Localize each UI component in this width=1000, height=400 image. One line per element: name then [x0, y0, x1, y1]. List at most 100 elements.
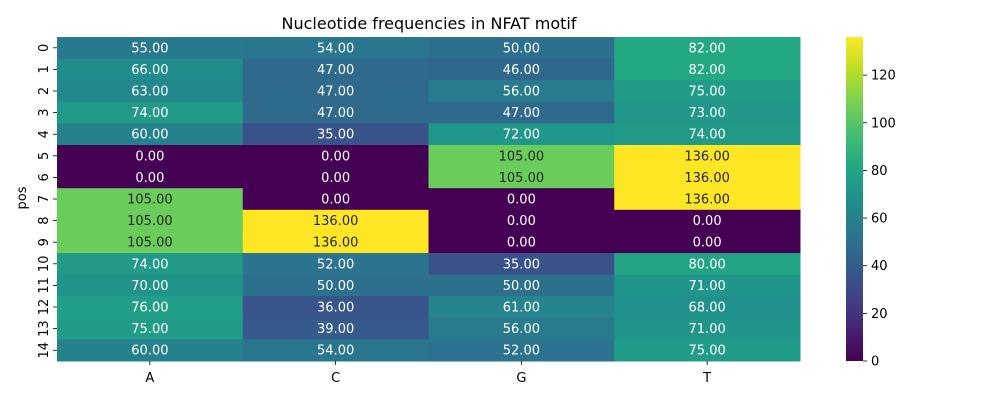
heatmap-cell-label: 0.00 [321, 149, 350, 164]
heatmap-cell-label: 105.00 [127, 236, 173, 251]
chart-title: Nucleotide frequencies in NFAT motif [282, 14, 577, 33]
heatmap-cell [57, 188, 244, 211]
heatmap-cell-label: 60.00 [131, 128, 168, 143]
heatmap-cell-label: 136.00 [313, 236, 359, 251]
heatmap-cell [614, 188, 801, 211]
heatmap-cell-label: 0.00 [693, 214, 722, 229]
heatmap-cell [614, 58, 801, 81]
heatmap-cell [428, 253, 615, 276]
heatmap-cell [57, 58, 244, 81]
heatmap-cell-label: 75.00 [131, 322, 168, 337]
heatmap-cell-label: 105.00 [499, 171, 545, 186]
heatmap-cell-label: 47.00 [317, 63, 354, 78]
heatmap-cell-label: 74.00 [131, 257, 168, 272]
heatmap-cell-label: 50.00 [317, 279, 354, 294]
heatmap-cell [242, 80, 429, 103]
heatmap-cell-label: 0.00 [321, 171, 350, 186]
colorbar-tick-label: 0 [871, 355, 879, 370]
heatmap-cell-label: 61.00 [503, 301, 540, 316]
heatmap-cell [614, 231, 801, 254]
heatmap-cell-label: 105.00 [127, 193, 173, 208]
y-tick-label: 6 [37, 173, 52, 181]
y-tick-label: 11 [37, 277, 52, 294]
heatmap-cell-label: 76.00 [131, 301, 168, 316]
colorbar-tick-label: 120 [871, 69, 896, 84]
heatmap-cell-label: 36.00 [317, 301, 354, 316]
heatmap-cell [614, 317, 801, 340]
heatmap-cell [614, 80, 801, 103]
heatmap-cell [242, 166, 429, 189]
heatmap-cell [57, 317, 244, 340]
heatmap-cell [614, 339, 801, 362]
heatmap-cell-label: 75.00 [689, 344, 726, 359]
colorbar-tick-label: 80 [871, 164, 888, 179]
y-tick-label: 0 [37, 44, 52, 52]
heatmap-cell-label: 0.00 [135, 171, 164, 186]
heatmap-cell-label: 82.00 [689, 63, 726, 78]
y-tick-label: 5 [37, 152, 52, 160]
heatmap-cell [242, 145, 429, 168]
heatmap-cell [57, 145, 244, 168]
heatmap-cell [242, 296, 429, 319]
colorbar-tick-label: 100 [871, 116, 896, 131]
heatmap-cell-label: 74.00 [689, 128, 726, 143]
heatmap-cell [428, 339, 615, 362]
heatmap-cell [242, 101, 429, 124]
heatmap-cell-label: 70.00 [131, 279, 168, 294]
heatmap-cell [614, 101, 801, 124]
x-tick-label: T [702, 371, 711, 386]
heatmap-cell-label: 71.00 [689, 279, 726, 294]
heatmap-cell-label: 47.00 [317, 85, 354, 100]
heatmap-cell-label: 39.00 [317, 322, 354, 337]
heatmap-cell-label: 50.00 [503, 41, 540, 56]
heatmap-cell [242, 274, 429, 297]
heatmap-cell-label: 136.00 [684, 171, 730, 186]
heatmap-cell-label: 46.00 [503, 63, 540, 78]
heatmap-cell-label: 75.00 [689, 85, 726, 100]
heatmap-cell-label: 0.00 [507, 214, 536, 229]
y-tick-label: 14 [37, 342, 52, 359]
heatmap-cell [614, 166, 801, 189]
heatmap-cell [428, 188, 615, 211]
heatmap-cell [242, 317, 429, 340]
heatmap-cell [242, 58, 429, 81]
heatmap-cell-label: 0.00 [507, 193, 536, 208]
colorbar [846, 37, 863, 361]
heatmap-cell [428, 37, 615, 60]
heatmap-cell [614, 253, 801, 276]
heatmap-cell [614, 296, 801, 319]
heatmap-cell-label: 63.00 [131, 85, 168, 100]
colorbar-tick-label: 40 [871, 259, 888, 274]
y-tick-label: 12 [37, 299, 52, 316]
y-tick-label: 7 [37, 195, 52, 203]
heatmap-cell-label: 47.00 [503, 106, 540, 121]
heatmap-cell-label: 105.00 [127, 214, 173, 229]
y-tick-label: 10 [37, 256, 52, 273]
heatmap-cell-label: 50.00 [503, 279, 540, 294]
x-tick-label: C [331, 371, 340, 386]
heatmap-cell [57, 80, 244, 103]
heatmap-cell [57, 231, 244, 254]
y-tick-label: 4 [37, 130, 52, 138]
heatmap-cell-label: 0.00 [135, 149, 164, 164]
heatmap-cell-label: 66.00 [131, 63, 168, 78]
heatmap-cell [428, 296, 615, 319]
heatmap-cell-label: 73.00 [689, 106, 726, 121]
heatmap-cell [428, 209, 615, 232]
heatmap-cell [428, 166, 615, 189]
heatmap-cell [614, 145, 801, 168]
heatmap-cell-label: 60.00 [131, 344, 168, 359]
heatmap-cell [428, 317, 615, 340]
colorbar-tick-label: 20 [871, 307, 888, 322]
heatmap-cell [428, 274, 615, 297]
heatmap-cell-label: 54.00 [317, 344, 354, 359]
x-tick-label: A [145, 371, 154, 386]
heatmap-cell-label: 52.00 [317, 257, 354, 272]
y-tick-label: 8 [37, 216, 52, 224]
heatmap-cell-labels: 55.00 54.00 50.00 82.00 66.00 47.00 46.00 82.00… [127, 41, 730, 358]
heatmap-cell [242, 231, 429, 254]
heatmap-cell [57, 37, 244, 60]
